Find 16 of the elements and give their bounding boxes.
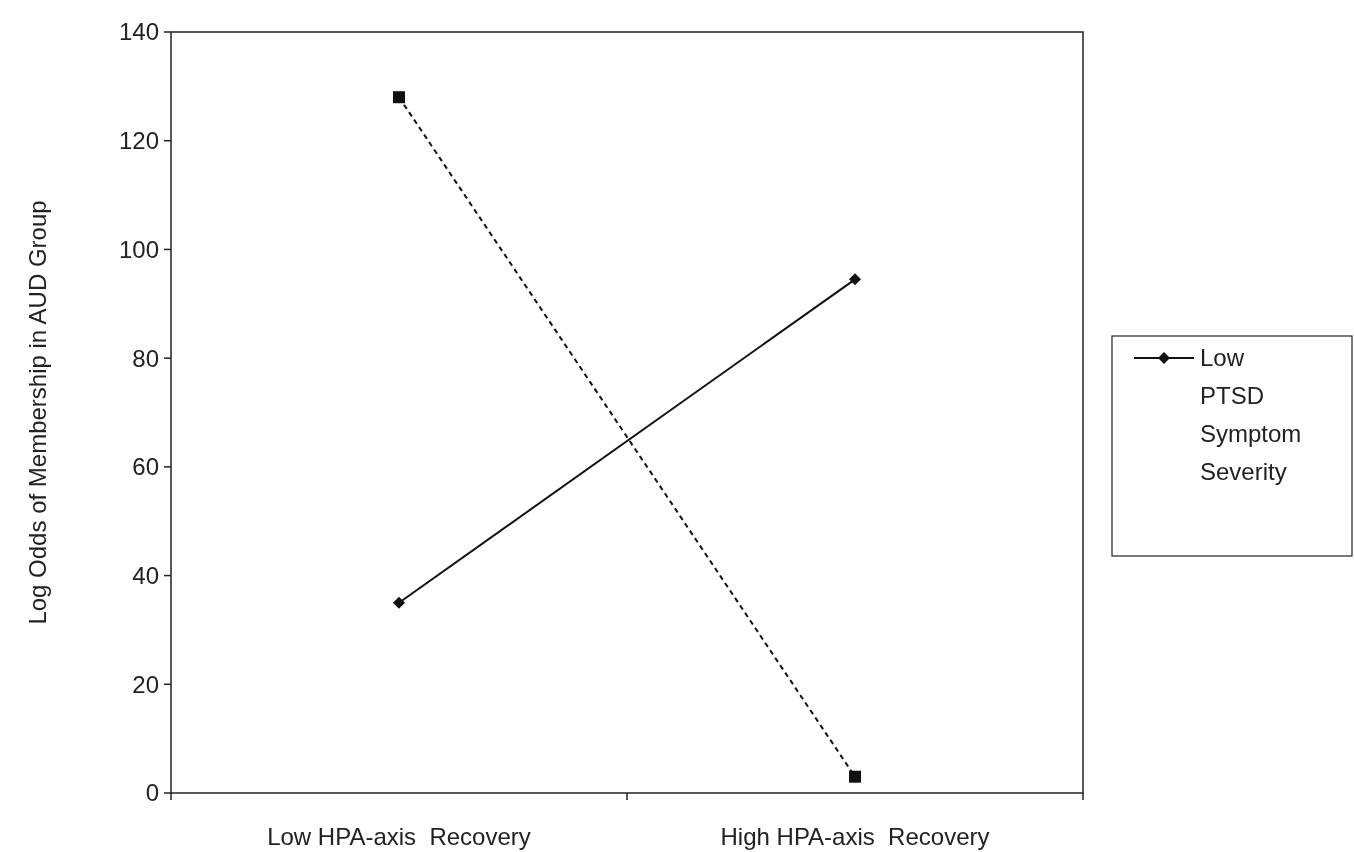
point [393, 91, 405, 104]
y-tick-label: 60 [132, 453, 159, 481]
point [849, 273, 861, 286]
x-tick-label: High HPA-axis Recovery [720, 823, 990, 850]
legend-label: Low PTSD Symptom Severity [1200, 344, 1302, 486]
y-tick-label: 120 [118, 127, 159, 155]
y-tick-label: 40 [132, 561, 159, 589]
y-tick-label: 80 [132, 344, 159, 372]
y-tick-label: 20 [132, 670, 159, 698]
y-tick-label: 140 [118, 18, 159, 46]
y-tick-label: 0 [145, 779, 159, 807]
x-tick-label: Low HPA-axis Recovery [267, 823, 531, 850]
y-tick-label: 100 [118, 235, 159, 263]
point [849, 770, 861, 783]
y-axis-title: Log Odds of Membership in AUD Group [24, 200, 51, 625]
point [393, 596, 405, 609]
